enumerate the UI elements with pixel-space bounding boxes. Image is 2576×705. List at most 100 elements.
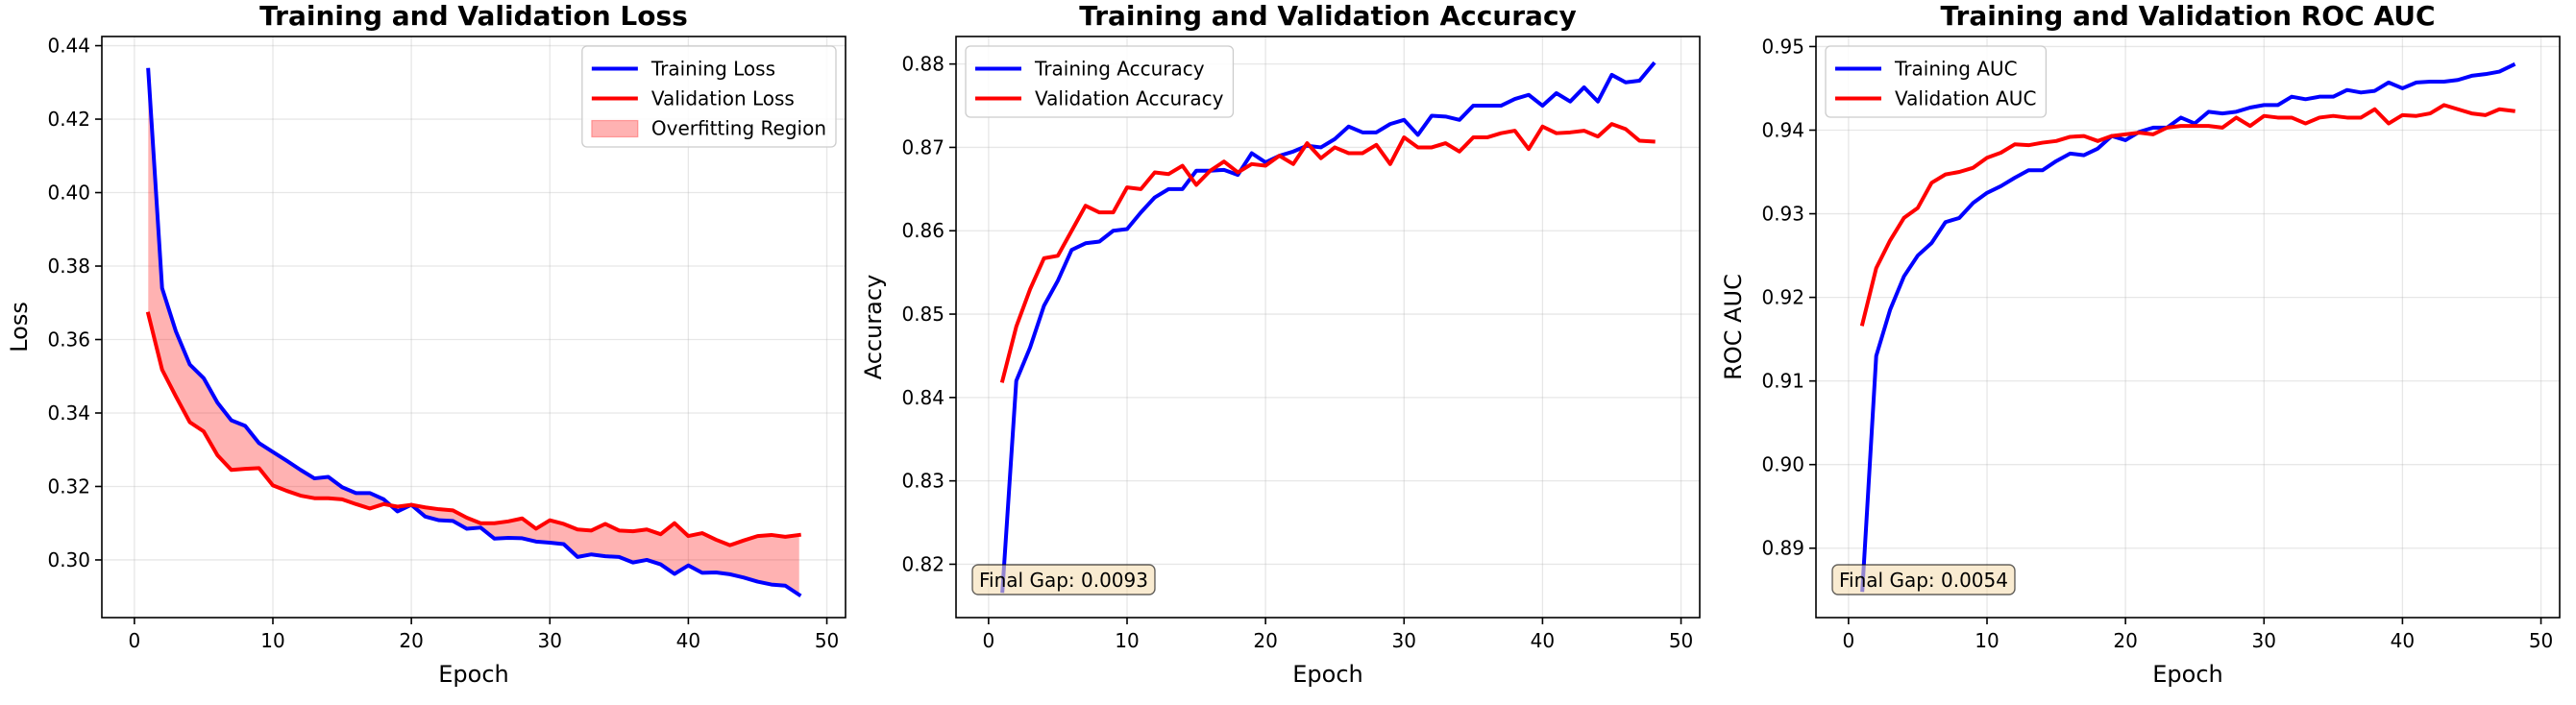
y-axis: 0.89 0.90 0.91 0.92 0.93 0.94 0.95 xyxy=(1761,35,1816,560)
series-line-validation-loss xyxy=(145,311,801,547)
y-tick-label: 0.87 xyxy=(901,135,945,158)
legend-item: Overfitting Region xyxy=(591,117,826,140)
y-tick-label: 0.42 xyxy=(47,108,90,131)
plot-area xyxy=(1859,61,2516,593)
legend-item: Training AUC xyxy=(1835,58,2018,81)
x-axis: 0 10 20 30 40 50 xyxy=(1843,618,2553,652)
legend-label: Training Accuracy xyxy=(1034,58,1205,81)
y-tick-label: 0.94 xyxy=(1761,118,1804,141)
y-tick-label: 0.85 xyxy=(901,303,945,326)
x-tick-label: 20 xyxy=(2113,629,2137,652)
x-tick-label: 30 xyxy=(538,629,562,652)
legend: Training Loss Validation Loss Overfitting … xyxy=(581,45,837,148)
chart-panel-1: 0 10 20 30 40 500.300.320.340.360.380.400.420… xyxy=(6,0,846,688)
plot-area xyxy=(145,67,802,598)
x-tick-label: 10 xyxy=(1975,629,1999,652)
legend-label: Validation Loss xyxy=(651,87,795,110)
y-tick-label: 0.95 xyxy=(1761,35,1804,58)
annotation-text: Final Gap: 0.0093 xyxy=(979,569,1148,592)
y-tick-label: 0.83 xyxy=(901,470,945,493)
legend-item: Validation Loss xyxy=(591,87,795,110)
series-line-training-auc xyxy=(1860,61,2516,593)
y-tick-label: 0.92 xyxy=(1761,286,1804,309)
legend-label: Validation AUC xyxy=(1895,87,2036,110)
y-tick-label: 0.34 xyxy=(47,401,90,425)
x-tick-label: 30 xyxy=(2252,629,2276,652)
x-tick-label: 40 xyxy=(1531,629,1555,652)
legend: Training Accuracy Validation Accuracy xyxy=(965,45,1235,118)
legend-label: Training AUC xyxy=(1894,58,2018,81)
x-tick-label: 10 xyxy=(260,629,284,652)
legend-label: Overfitting Region xyxy=(651,117,826,140)
legend-label: Validation Accuracy xyxy=(1035,87,1224,110)
x-axis-label: Epoch xyxy=(438,661,509,688)
x-axis: 0 10 20 30 40 50 xyxy=(983,618,1693,652)
legend-item: Validation AUC xyxy=(1835,87,2036,110)
final-gap-annotation: Final Gap: 0.0093 xyxy=(971,564,1156,596)
legend-box xyxy=(965,45,1235,118)
y-axis-label: Accuracy xyxy=(860,275,887,380)
y-tick-label: 0.93 xyxy=(1761,203,1804,226)
y-tick-label: 0.89 xyxy=(1761,537,1804,560)
y-tick-label: 0.30 xyxy=(47,548,90,571)
grid xyxy=(956,36,1700,618)
chart-title: Training and Validation ROC AUC xyxy=(1940,0,2435,32)
annotation-box xyxy=(1831,564,2016,596)
x-tick-label: 20 xyxy=(399,629,423,652)
axes-frame xyxy=(955,36,1701,619)
axes-frame xyxy=(101,36,846,619)
y-tick-label: 0.88 xyxy=(901,53,945,76)
final-gap-annotation: Final Gap: 0.0054 xyxy=(1831,564,2016,596)
series-line-validation-auc xyxy=(1859,103,2515,327)
legend-item: Training Accuracy xyxy=(975,58,1205,81)
legend: Training AUC Validation AUC xyxy=(1825,45,2048,118)
x-tick-label: 20 xyxy=(1253,629,1277,652)
annotation-box xyxy=(971,564,1156,596)
y-tick-label: 0.36 xyxy=(47,328,90,352)
x-tick-label: 50 xyxy=(2529,629,2553,652)
x-axis: 0 10 20 30 40 50 xyxy=(129,618,839,652)
x-axis-label: Epoch xyxy=(1292,661,1363,688)
y-tick-label: 0.90 xyxy=(1761,453,1804,476)
y-tick-label: 0.86 xyxy=(901,219,945,242)
x-tick-label: 0 xyxy=(983,629,995,652)
legend-patch-icon xyxy=(591,119,639,138)
grid xyxy=(1816,36,2560,618)
x-tick-label: 10 xyxy=(1115,629,1139,652)
chart-panel-3: 0 10 20 30 40 50 0.89 0.90 0.91 0.92 0.93 0.94 0.95 E… xyxy=(1720,0,2561,688)
plot-area xyxy=(999,61,1656,594)
y-tick-label: 0.91 xyxy=(1761,370,1804,393)
x-tick-label: 50 xyxy=(815,629,839,652)
legend-item: Validation Accuracy xyxy=(975,87,1224,110)
chart-panel-2: 0 10 20 30 40 50 0.82 0.83 0.84 0.85 0.86 0.87 0.88 E… xyxy=(860,0,1701,688)
annotation-text: Final Gap: 0.0054 xyxy=(1839,569,2008,592)
y-tick-label: 0.40 xyxy=(47,182,90,205)
legend-box xyxy=(581,45,837,148)
y-tick-label: 0.44 xyxy=(47,35,90,58)
chart-title: Training and Validation Accuracy xyxy=(1079,0,1577,32)
x-tick-label: 0 xyxy=(1843,629,1855,652)
y-axis-label: ROC AUC xyxy=(1720,274,1747,380)
x-tick-label: 40 xyxy=(676,629,700,652)
series-line-validation-accuracy xyxy=(999,122,1656,383)
series-line-training-accuracy xyxy=(1000,61,1656,594)
legend-item: Training Loss xyxy=(591,58,775,81)
axes-frame xyxy=(1815,36,2561,619)
x-tick-label: 40 xyxy=(2391,629,2415,652)
y-tick-label: 0.82 xyxy=(901,552,945,575)
series-line-training-loss xyxy=(146,67,802,598)
y-axis: 0.30 0.32 0.34 0.36 0.38 0.40 0.42 0.44 xyxy=(47,35,102,571)
x-tick-label: 0 xyxy=(129,629,141,652)
y-axis: 0.82 0.83 0.84 0.85 0.86 0.87 0.88 xyxy=(901,53,956,575)
y-axis-label: Loss xyxy=(6,302,33,352)
y-tick-label: 0.84 xyxy=(901,386,945,409)
y-tick-label: 0.32 xyxy=(47,474,90,498)
y-tick-label: 0.38 xyxy=(47,255,90,278)
x-tick-label: 30 xyxy=(1392,629,1416,652)
chart-title: Training and Validation Loss xyxy=(259,0,688,32)
x-axis-label: Epoch xyxy=(2152,661,2223,688)
x-tick-label: 50 xyxy=(1669,629,1693,652)
legend-label: Training Loss xyxy=(650,58,775,81)
